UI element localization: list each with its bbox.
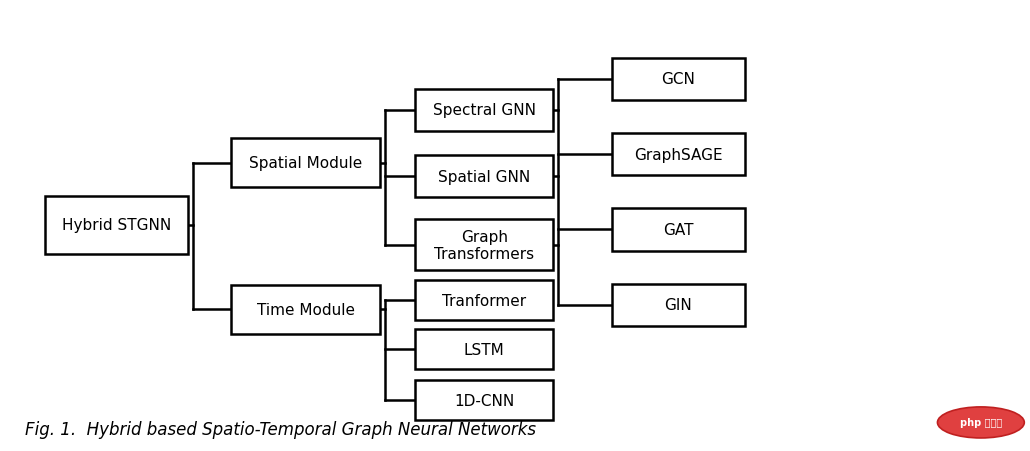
Text: 1D-CNN: 1D-CNN: [454, 393, 514, 408]
Text: GraphSAGE: GraphSAGE: [634, 147, 723, 162]
FancyBboxPatch shape: [415, 330, 553, 369]
Text: Spatial GNN: Spatial GNN: [438, 169, 530, 184]
Text: GCN: GCN: [661, 72, 695, 87]
Text: Hybrid STGNN: Hybrid STGNN: [62, 218, 171, 233]
FancyBboxPatch shape: [612, 58, 745, 101]
Text: GAT: GAT: [663, 222, 694, 237]
Text: LSTM: LSTM: [464, 342, 505, 357]
FancyBboxPatch shape: [232, 285, 380, 334]
FancyBboxPatch shape: [612, 284, 745, 326]
Text: Fig. 1.  Hybrid based Spatio-Temporal Graph Neural Networks: Fig. 1. Hybrid based Spatio-Temporal Gra…: [25, 420, 536, 438]
Text: Graph
Transformers: Graph Transformers: [435, 229, 535, 262]
FancyBboxPatch shape: [415, 381, 553, 420]
Text: php 中文网: php 中文网: [960, 418, 1002, 428]
FancyBboxPatch shape: [45, 197, 188, 254]
FancyBboxPatch shape: [612, 133, 745, 176]
Text: Time Module: Time Module: [256, 302, 354, 317]
FancyBboxPatch shape: [612, 209, 745, 251]
Text: GIN: GIN: [664, 298, 692, 313]
FancyBboxPatch shape: [232, 139, 380, 188]
Text: Spectral GNN: Spectral GNN: [433, 103, 536, 118]
Ellipse shape: [937, 407, 1024, 438]
FancyBboxPatch shape: [415, 156, 553, 198]
FancyBboxPatch shape: [415, 89, 553, 131]
FancyBboxPatch shape: [415, 220, 553, 271]
Text: Spatial Module: Spatial Module: [249, 156, 363, 171]
Text: Tranformer: Tranformer: [442, 293, 526, 308]
FancyBboxPatch shape: [415, 281, 553, 321]
